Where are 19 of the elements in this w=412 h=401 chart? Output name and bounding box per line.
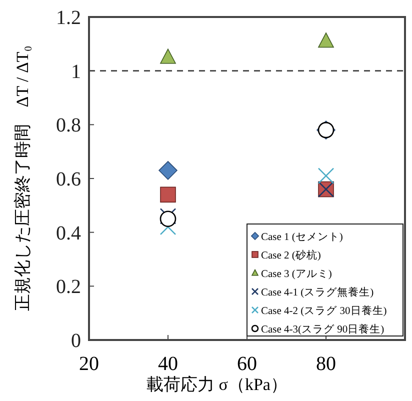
legend-label: Case 4-3(スラグ 90日養生)	[261, 322, 385, 336]
y-tick-label: 0.4	[56, 222, 81, 244]
legend-label: Case 1 (セメント)	[261, 232, 344, 243]
x-tick-label: 60	[237, 353, 257, 375]
y-tick-label: 1	[71, 60, 81, 83]
legend-label: Case 4-1 (スラグ無養生)	[261, 286, 374, 298]
legend-label: Case 4-2 (スラグ 30日養生)	[261, 304, 388, 317]
legend-label: Case 3 (アルミ)	[261, 269, 332, 280]
x-tick-label: 80	[316, 353, 336, 375]
y-tick-label: 0.2	[56, 276, 81, 298]
x-tick-label: 40	[158, 353, 178, 375]
y-tick-label: 0.6	[56, 168, 81, 190]
x-tick-label: 20	[79, 353, 99, 375]
y-tick-label: 0	[71, 330, 81, 352]
y-tick-label: 1.2	[56, 7, 81, 29]
x-axis-title: 載荷応力 σ（kPa）	[146, 375, 288, 394]
y-axis-title: 正規化した圧密終了時間 ΔT / ΔT₀	[13, 46, 32, 312]
legend-label: Case 2 (砂杭)	[261, 248, 322, 262]
y-tick-label: 0.8	[56, 114, 81, 137]
